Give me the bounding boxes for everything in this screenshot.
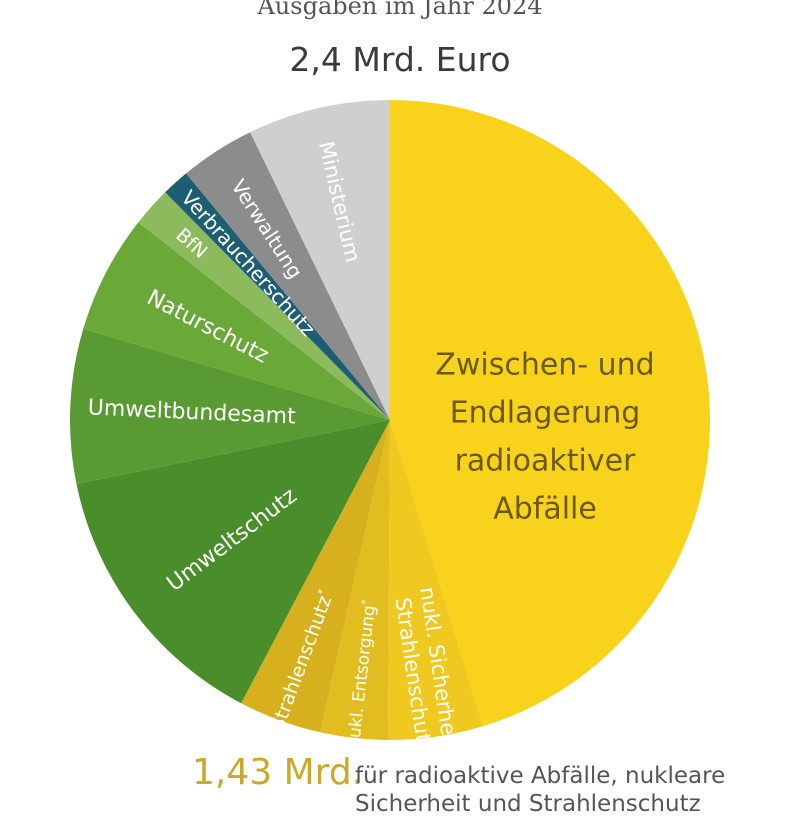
chart-subtitle: Ausgaben im Jahr 2024 <box>257 0 543 20</box>
total-amount: 2,4 Mrd. Euro <box>289 40 511 79</box>
pie-slice-verbraucherschutz <box>165 173 390 420</box>
footer-text: für radioaktive Abfälle, nukleare Sicher… <box>355 763 726 817</box>
pie-slice-nukl-entsorgung <box>320 420 390 740</box>
pie-slice-nukl-sicherheit <box>387 420 484 740</box>
pie-slice-bfn <box>138 192 390 420</box>
pie-slices <box>69 100 710 740</box>
slice-label-zwischen: Zwischen- und Endlagerung radioaktiver Abfä… <box>435 348 654 527</box>
pie-slice-verwaltung <box>186 132 390 421</box>
pie-slice-umweltschutz <box>76 420 390 704</box>
pie-slice-naturschutz <box>83 222 391 420</box>
pie-slice-strahlenschutz <box>241 420 390 733</box>
footer-amount: 1,43 Mrd. <box>192 752 364 793</box>
pie-slice-umweltbundesamt <box>69 328 390 484</box>
pie-chart: Zwischen- und Endlagerung radioaktiver Abfä… <box>69 100 710 740</box>
pie-slice-ministerium <box>250 100 390 420</box>
pie-slice-zwischen <box>390 100 710 727</box>
